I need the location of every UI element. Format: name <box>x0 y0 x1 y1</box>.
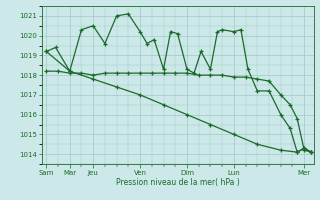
X-axis label: Pression niveau de la mer( hPa ): Pression niveau de la mer( hPa ) <box>116 178 239 187</box>
